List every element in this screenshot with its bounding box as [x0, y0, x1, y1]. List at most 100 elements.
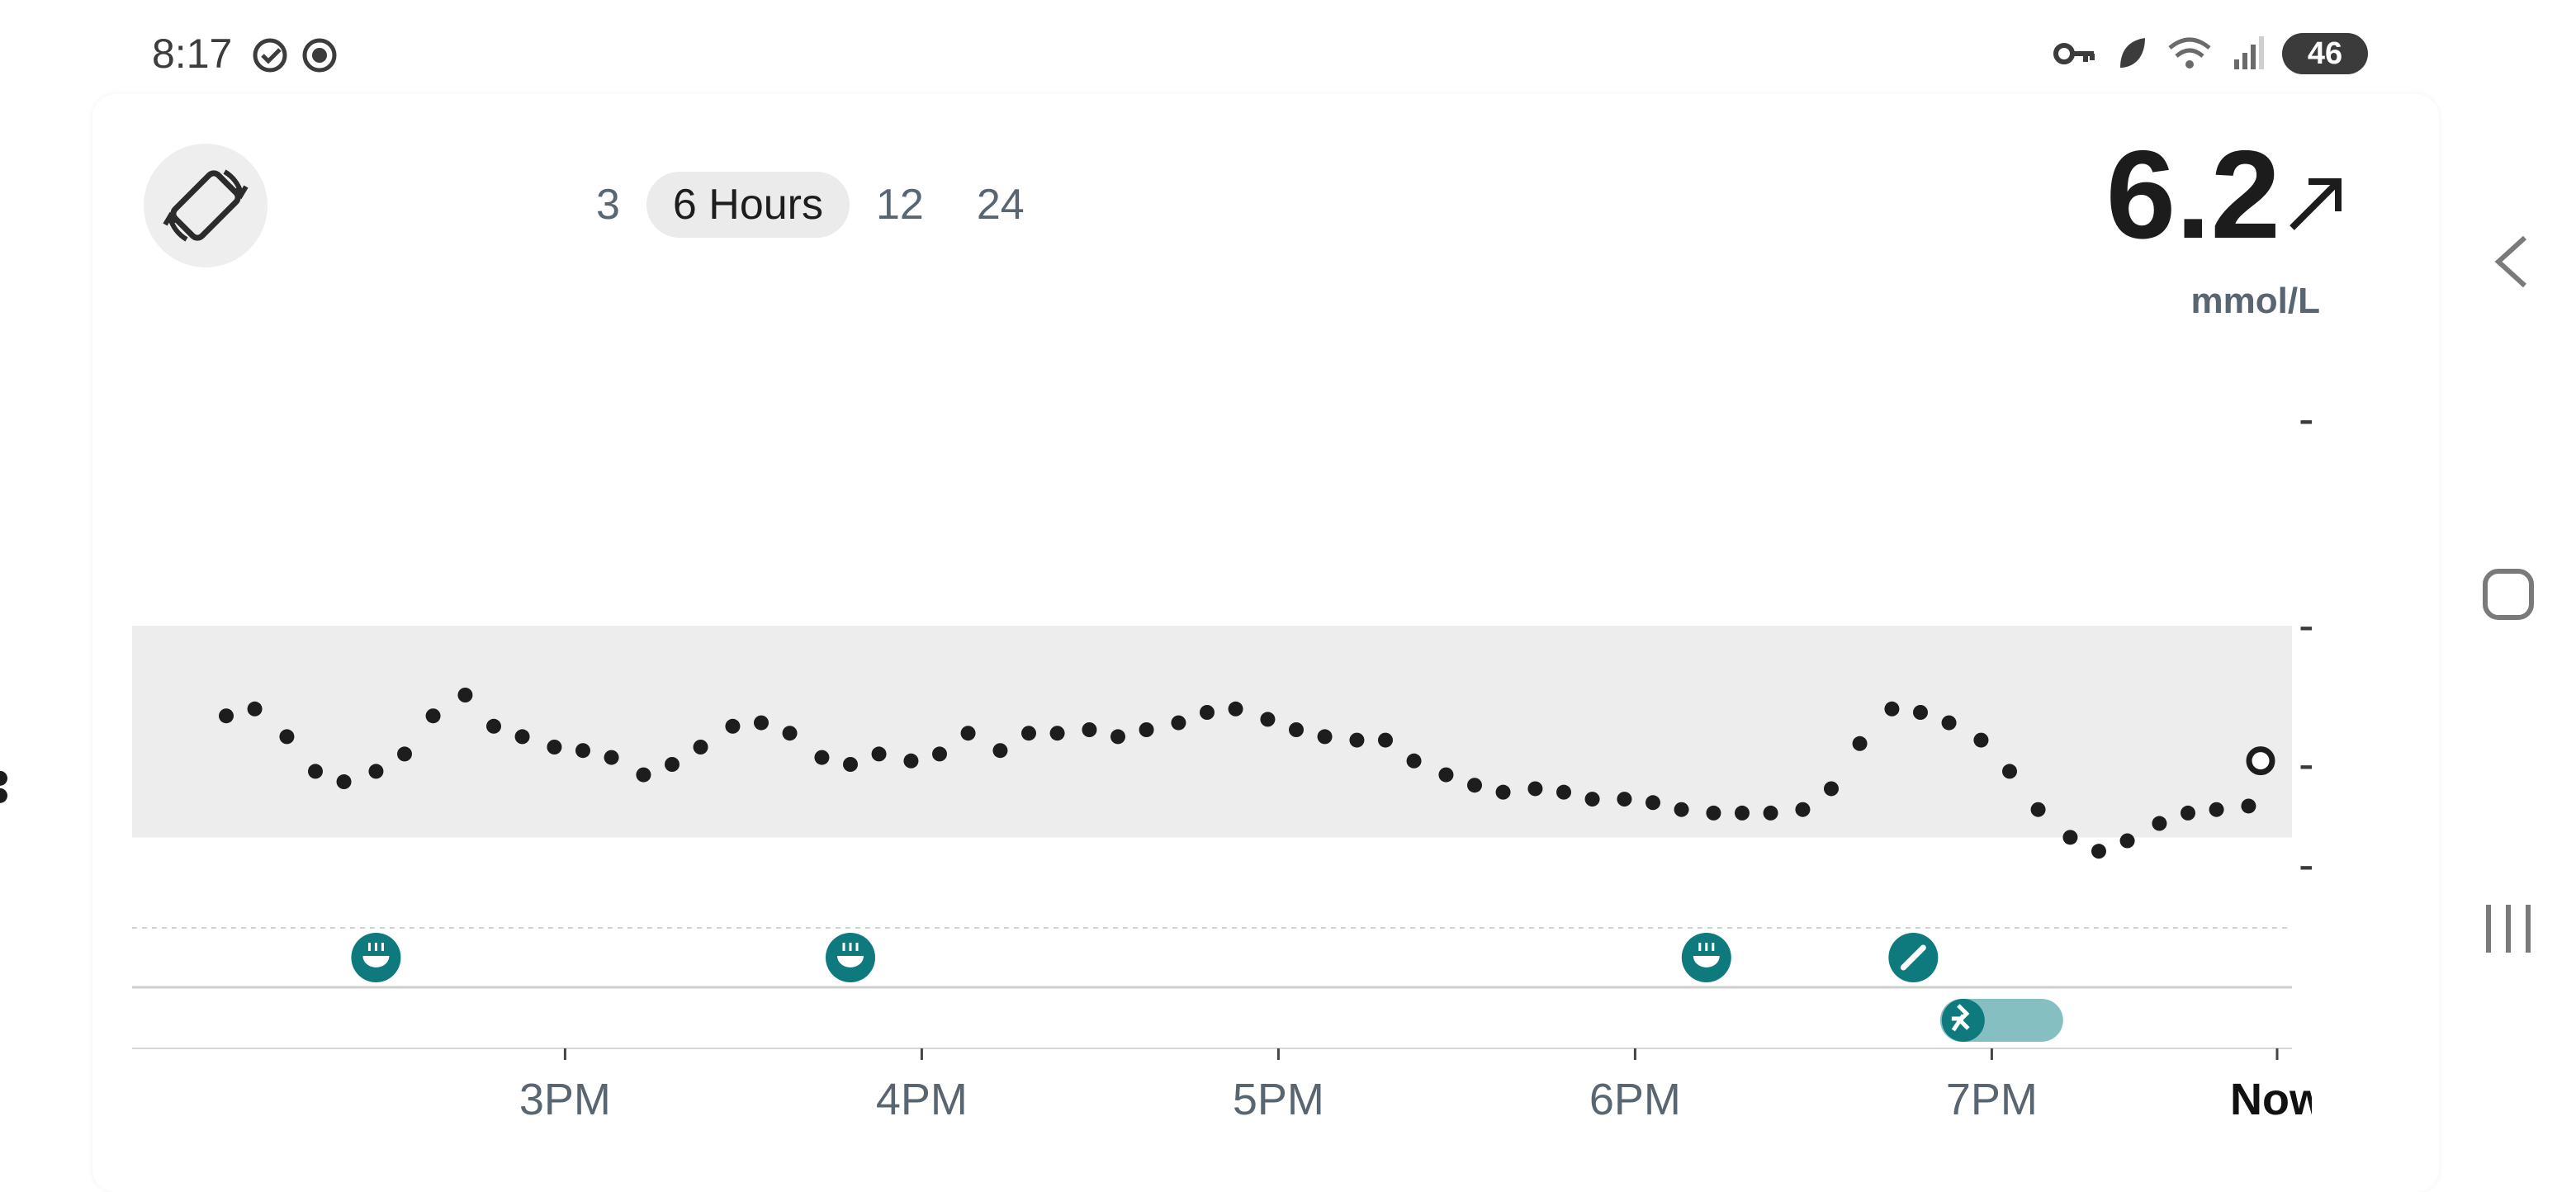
glucose-reading-point	[932, 746, 947, 762]
range-option-12[interactable]: 12	[876, 181, 924, 229]
glucose-reading-point	[219, 708, 234, 724]
pencil-shape	[1900, 944, 1926, 971]
range-option-3[interactable]: 3	[596, 181, 620, 229]
glucose-reading-point	[368, 764, 384, 779]
leaf-icon	[2120, 38, 2145, 68]
x-tick-label: 4PM	[876, 1075, 968, 1124]
glucose-reading-point	[1021, 726, 1036, 741]
glucose-reading-point	[1378, 732, 1393, 748]
glucose-reading-point	[0, 770, 7, 786]
glucose-reading-point	[992, 743, 1008, 759]
screen-rotate-icon	[163, 169, 249, 242]
target-range-band	[132, 626, 2292, 838]
key-icon	[2053, 43, 2095, 64]
back-nav-icon[interactable]	[2487, 233, 2536, 291]
glucose-reading-point	[1049, 726, 1065, 741]
glucose-reading-point	[1289, 722, 1304, 737]
glucose-reading-point	[693, 740, 708, 754]
check-circle-icon	[253, 38, 287, 73]
glucose-reading-point	[1824, 781, 1839, 797]
glucose-reading-point	[960, 726, 976, 741]
glucose-reading-point	[1082, 722, 1097, 737]
glucose-reading-point	[636, 767, 651, 783]
range-option-6-hours[interactable]: 6 Hours	[646, 172, 850, 238]
recent-apps-nav-icon[interactable]	[2480, 900, 2536, 958]
glucose-reading-point	[425, 708, 441, 724]
glucose-reading-point	[1495, 784, 1511, 800]
glucose-reading-point	[1674, 802, 1689, 817]
y-tick-label: -3.1	[2299, 838, 2312, 890]
glucose-reading-point	[2091, 844, 2106, 859]
glucose-reading-point	[2209, 802, 2224, 817]
glucose-reading-point	[1200, 705, 1215, 720]
glucose-reading-point	[725, 718, 741, 734]
glucose-reading-point	[457, 688, 473, 702]
glucose-reading-point	[1110, 729, 1125, 745]
glucose-reading-point	[2062, 830, 2078, 845]
glucose-reading-point	[843, 757, 858, 772]
glucose-unit: mmol/L	[2190, 281, 2320, 321]
glucose-reading-point	[2030, 802, 2046, 817]
glucose-reading-point	[514, 729, 530, 745]
status-time: 8:17	[152, 31, 233, 77]
x-tick-label: 5PM	[1233, 1075, 1324, 1124]
meal-steam-shape	[1698, 943, 1715, 951]
glucose-reading-point	[2181, 805, 2195, 821]
record-icon	[302, 38, 337, 73]
y-tick-label: -10	[2299, 598, 2312, 650]
glucose-reading-point	[871, 746, 887, 762]
glucose-reading-point	[1584, 792, 1600, 807]
glucose-reading-point	[247, 701, 263, 717]
y-tick-label: -6	[2299, 737, 2312, 789]
glucose-reading-point	[1438, 767, 1454, 783]
meal-bowl-shape	[362, 956, 390, 967]
trend-up-right-icon	[2290, 178, 2342, 230]
glucose-reading-point	[2119, 833, 2135, 849]
battery-indicator: 46	[2282, 33, 2368, 74]
glucose-reading-point	[1646, 795, 1660, 811]
x-tick-label: Now	[2230, 1075, 2312, 1124]
glucose-value: 6.2	[2105, 125, 2280, 265]
wifi-icon	[2168, 37, 2211, 69]
glucose-reading-point	[1171, 715, 1186, 731]
glucose-reading-point	[1706, 805, 1721, 821]
meal-steam-shape	[842, 943, 859, 951]
glucose-reading-point	[1795, 802, 1811, 817]
glucose-reading-point	[814, 750, 830, 765]
x-tick-label: 7PM	[1946, 1075, 2038, 1124]
glucose-reading-point	[575, 743, 590, 759]
glucose-reading-point	[604, 750, 619, 765]
meal-steam-shape	[367, 943, 384, 951]
glucose-reading-point	[1973, 732, 1989, 748]
glucose-reading-point	[1941, 715, 1957, 731]
running-figure	[1951, 1004, 1970, 1032]
glucose-reading-point	[1763, 805, 1778, 821]
glucose-reading-point	[903, 753, 919, 769]
glucose-reading-point	[782, 726, 798, 741]
glucose-reading-point	[1884, 701, 1900, 717]
glucose-reading-point	[486, 718, 501, 734]
glucose-reading-point	[754, 715, 769, 731]
time-range-selector: 3 6 Hours 12 24	[570, 172, 1051, 238]
glucose-reading-point	[279, 729, 295, 745]
glucose-reading-point	[1467, 778, 1482, 793]
glucose-reading-point	[665, 757, 680, 772]
rotate-screen-button[interactable]	[144, 144, 268, 267]
glucose-reading-point	[1317, 729, 1333, 745]
glucose-reading-point	[2002, 764, 2017, 779]
glucose-reading-point	[1735, 805, 1750, 821]
x-tick-label: 6PM	[1589, 1075, 1681, 1124]
glucose-reading-point	[0, 788, 7, 803]
glucose-reading-point	[1139, 722, 1154, 737]
glucose-reading-point	[308, 764, 323, 779]
glucose-chart: -16 -10 -6 -3.1 3PM 4PM 5PM 6PM 7PM Now	[0, 392, 2312, 1124]
x-tick-label: 3PM	[519, 1075, 611, 1124]
meal-bowl-shape	[837, 956, 864, 967]
glucose-reading-point	[1406, 753, 1422, 769]
home-nav-icon[interactable]	[2480, 566, 2536, 622]
range-option-24[interactable]: 24	[976, 181, 1025, 229]
meal-bowl-shape	[1693, 956, 1720, 967]
glucose-reading-point	[1913, 705, 1928, 720]
current-reading-point[interactable]	[2246, 746, 2275, 776]
glucose-reading-point	[1527, 781, 1543, 797]
